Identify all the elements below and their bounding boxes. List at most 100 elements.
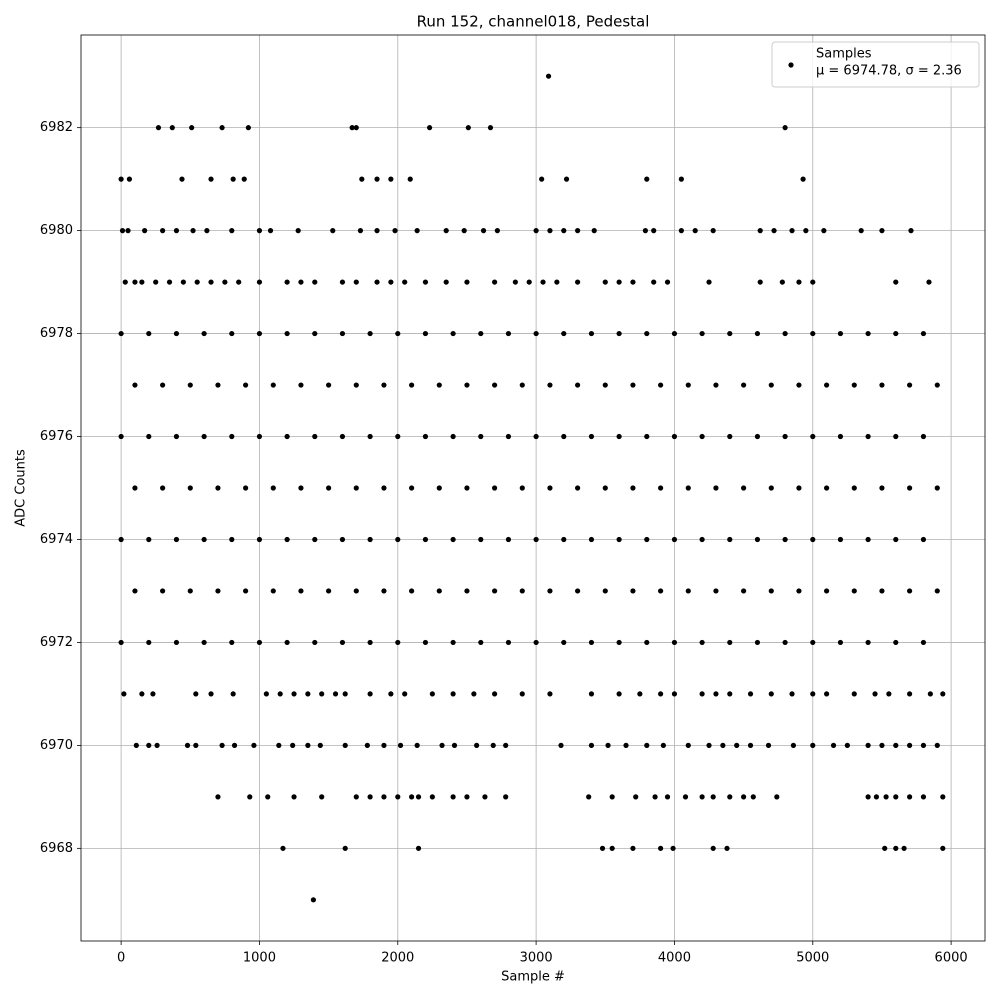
data-point — [699, 433, 705, 440]
data-point — [490, 742, 496, 748]
data-point — [547, 588, 553, 594]
data-point — [409, 485, 415, 491]
data-point — [927, 691, 933, 697]
data-point — [609, 845, 615, 851]
legend: Samples μ = 6974.78, σ = 2.36 — [771, 41, 980, 88]
data-point — [699, 691, 705, 697]
x-tick-label: 5000 — [796, 951, 829, 966]
data-point — [519, 382, 525, 388]
data-point — [464, 485, 470, 491]
data-point — [229, 536, 235, 543]
data-point — [588, 536, 595, 543]
data-point — [367, 639, 373, 646]
data-point — [575, 382, 581, 388]
data-point — [367, 691, 373, 697]
data-point — [652, 794, 658, 800]
data-point — [630, 845, 636, 851]
data-point — [215, 382, 221, 388]
data-point — [173, 536, 180, 543]
data-point — [142, 228, 148, 234]
data-point — [789, 691, 795, 697]
data-point — [357, 228, 364, 234]
data-point — [339, 639, 346, 646]
data-point — [837, 330, 844, 337]
x-tick-label: 0 — [117, 951, 125, 966]
data-point — [166, 279, 173, 285]
data-point — [492, 691, 498, 697]
data-point — [132, 279, 138, 285]
data-point — [312, 330, 318, 337]
data-point — [893, 742, 899, 748]
data-point — [193, 742, 199, 748]
data-point — [193, 691, 199, 697]
data-point — [671, 691, 678, 697]
data-point — [602, 279, 608, 285]
data-point — [374, 228, 380, 234]
data-point — [920, 536, 927, 543]
data-point — [215, 794, 221, 800]
data-point — [547, 228, 553, 234]
data-point — [374, 176, 380, 182]
data-point — [256, 433, 263, 440]
data-point — [940, 691, 946, 697]
data-point — [605, 742, 611, 748]
data-point — [402, 691, 408, 697]
data-point — [326, 485, 332, 491]
data-point — [422, 279, 429, 285]
data-point — [824, 382, 830, 388]
data-point — [682, 794, 689, 800]
data-point — [554, 279, 560, 285]
data-point — [492, 588, 498, 594]
data-point — [561, 536, 567, 543]
data-point — [588, 330, 595, 337]
data-point — [539, 176, 545, 182]
data-point — [883, 794, 889, 800]
data-point — [353, 125, 359, 131]
data-point — [644, 742, 650, 748]
data-point — [907, 485, 913, 491]
data-point — [934, 742, 940, 748]
data-point — [312, 536, 318, 543]
data-point — [505, 433, 512, 440]
data-point — [450, 691, 456, 697]
data-point — [692, 228, 698, 234]
data-point — [796, 485, 802, 491]
data-point — [699, 794, 705, 800]
data-point — [231, 742, 238, 748]
data-point — [229, 639, 235, 646]
data-point — [754, 536, 761, 543]
data-point — [920, 742, 927, 748]
data-point — [339, 330, 346, 337]
data-point — [710, 845, 716, 851]
data-point — [920, 794, 927, 800]
data-point — [270, 485, 276, 491]
data-point — [774, 794, 780, 800]
data-point — [533, 639, 539, 646]
data-point — [474, 742, 480, 748]
data-point — [180, 279, 186, 285]
data-point — [685, 742, 691, 748]
data-point — [126, 176, 133, 182]
data-point — [907, 742, 913, 748]
data-point — [436, 485, 442, 491]
data-point — [153, 279, 159, 285]
data-point — [392, 228, 398, 234]
data-point — [810, 691, 816, 697]
data-point — [907, 588, 913, 594]
data-point — [934, 485, 940, 491]
data-point — [464, 382, 470, 388]
data-point — [671, 330, 678, 337]
data-point — [215, 588, 221, 594]
data-point — [270, 382, 276, 388]
y-tick-label: 6980 — [40, 223, 73, 238]
data-point — [381, 742, 387, 748]
data-point — [588, 433, 595, 440]
data-point — [810, 536, 816, 543]
data-point — [588, 691, 595, 697]
data-point — [353, 588, 359, 594]
data-point — [208, 279, 214, 285]
data-point — [280, 845, 286, 851]
data-point — [782, 330, 788, 337]
data-point — [545, 73, 552, 79]
